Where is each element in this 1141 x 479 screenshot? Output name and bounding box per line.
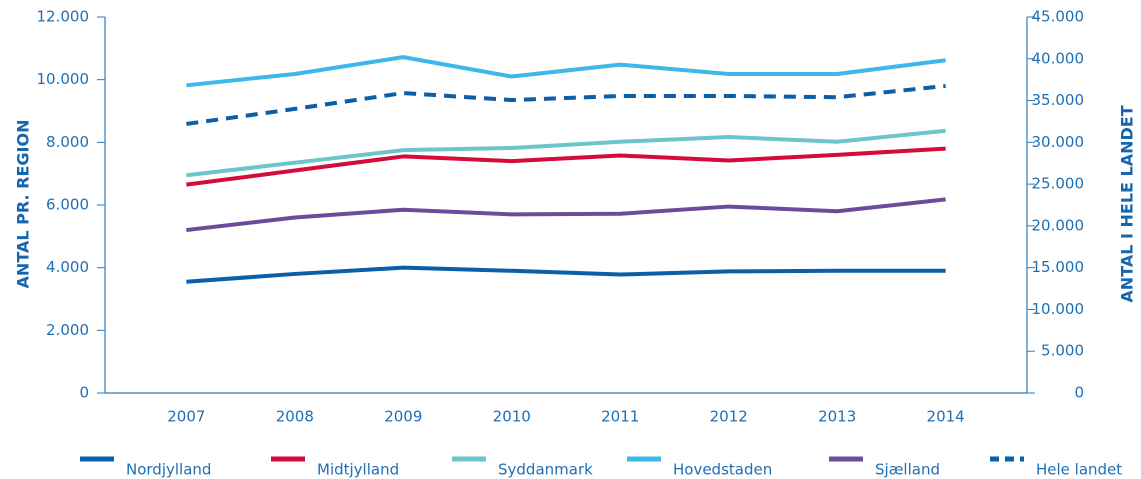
series-line bbox=[186, 128, 946, 178]
x-tick-label: 2008 bbox=[276, 408, 314, 426]
y2-tick-label: 0 bbox=[1074, 384, 1084, 402]
legend-label: Hovedstaden bbox=[673, 461, 772, 479]
y-tick-label: 4.000 bbox=[46, 258, 89, 276]
legend-label: Syddanmark bbox=[498, 461, 593, 479]
x-tick-label: 2012 bbox=[710, 408, 748, 426]
x-tick-label: 2011 bbox=[601, 408, 639, 426]
y-tick-label: 0 bbox=[79, 384, 89, 402]
y-tick-label: 10.000 bbox=[37, 70, 90, 88]
y-tick-label: 6.000 bbox=[46, 196, 89, 214]
y2-axis-label: ANTAL I HELE LANDET bbox=[1118, 105, 1137, 302]
x-tick-label: 2014 bbox=[927, 408, 965, 426]
y2-tick-label: 15.000 bbox=[1032, 258, 1085, 276]
series-line bbox=[186, 83, 946, 126]
y-tick-label: 2.000 bbox=[46, 321, 89, 339]
legend-label: Sjælland bbox=[875, 461, 940, 479]
legend-label: Hele landet bbox=[1036, 461, 1122, 479]
y2-tick-label: 45.000 bbox=[1032, 8, 1085, 26]
x-tick-label: 2007 bbox=[167, 408, 205, 426]
y2-tick-label: 30.000 bbox=[1032, 133, 1085, 151]
x-tick-label: 2013 bbox=[818, 408, 856, 426]
y2-tick-label: 20.000 bbox=[1032, 216, 1085, 234]
y-tick-label: 8.000 bbox=[46, 133, 89, 151]
series-line bbox=[186, 146, 946, 187]
x-tick-label: 2010 bbox=[493, 408, 531, 426]
legend-label: Midtjylland bbox=[317, 461, 399, 479]
y-tick-label: 12.000 bbox=[37, 8, 90, 26]
y-axis-label: ANTAL PR. REGION bbox=[14, 120, 33, 289]
series-line bbox=[186, 55, 946, 88]
y2-tick-label: 35.000 bbox=[1032, 91, 1085, 109]
y2-tick-label: 5.000 bbox=[1041, 342, 1084, 360]
legend-label: Nordjylland bbox=[126, 461, 211, 479]
y2-tick-label: 25.000 bbox=[1032, 175, 1085, 193]
series-line bbox=[186, 265, 946, 284]
x-tick-label: 2009 bbox=[384, 408, 422, 426]
y2-tick-label: 40.000 bbox=[1032, 49, 1085, 67]
series-line bbox=[186, 197, 946, 233]
y2-tick-label: 10.000 bbox=[1032, 300, 1085, 318]
